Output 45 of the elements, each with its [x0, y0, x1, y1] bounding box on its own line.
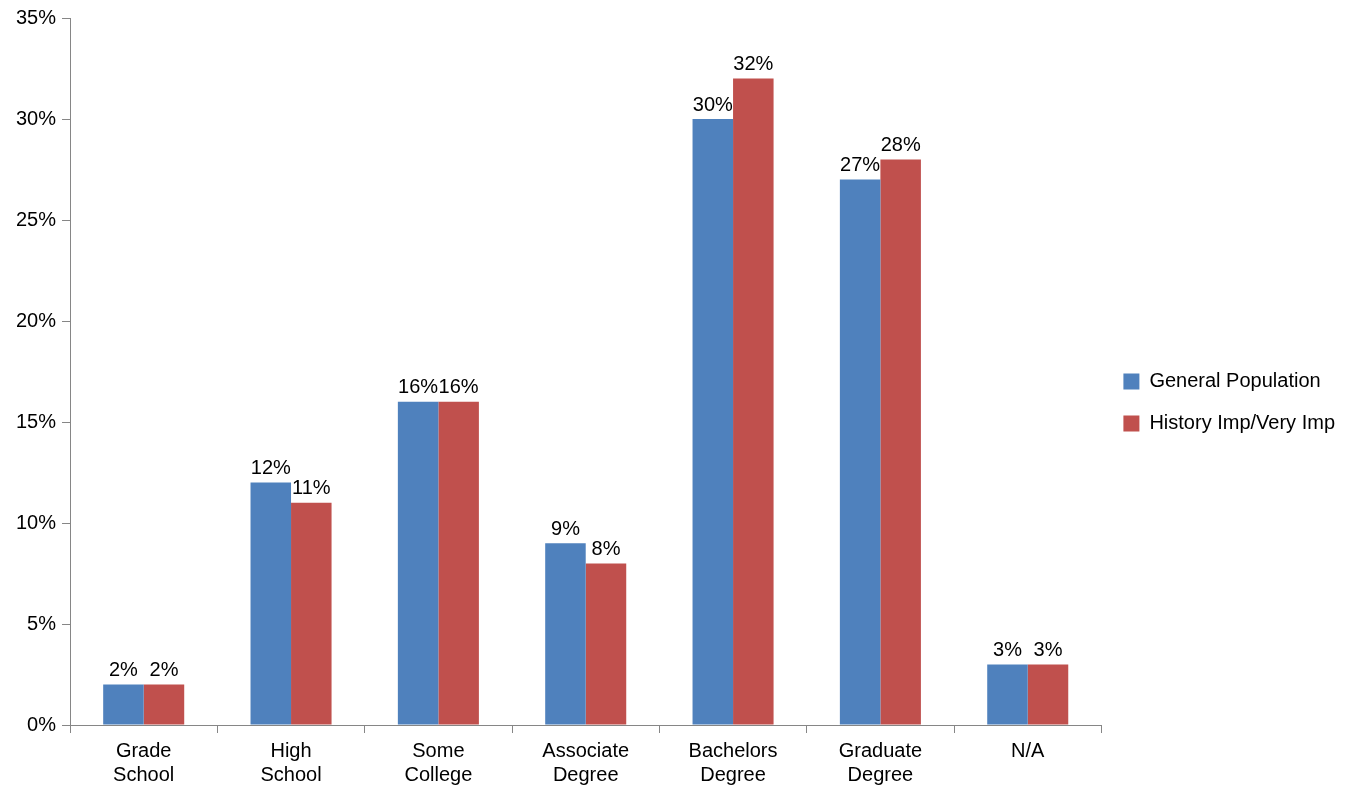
- bar: [880, 159, 921, 725]
- data-label: 12%: [250, 456, 292, 479]
- bar: [987, 664, 1028, 725]
- bar: [692, 119, 734, 725]
- data-label: 32%: [733, 52, 774, 75]
- x-tick-label: Some College: [404, 738, 473, 785]
- bar: [103, 684, 144, 725]
- y-tick-label: 15%: [16, 409, 57, 432]
- y-tick-label: 20%: [16, 308, 57, 331]
- x-tick-label: Graduate Degree: [838, 738, 923, 785]
- x-tick-label: N/A: [1011, 738, 1046, 761]
- y-tick-label: 30%: [16, 106, 57, 129]
- x-tick-label: Bachelors Degree: [688, 738, 778, 785]
- data-label: 2%: [149, 658, 179, 681]
- bar: [545, 543, 586, 725]
- legend-label: General Population: [1149, 369, 1321, 392]
- data-label: 9%: [551, 516, 581, 539]
- bar: [839, 179, 881, 725]
- data-label: 11%: [292, 476, 331, 499]
- data-label: 8%: [591, 536, 621, 559]
- bar: [1027, 664, 1069, 725]
- data-label: 3%: [993, 637, 1023, 660]
- y-tick-label: 35%: [16, 5, 57, 28]
- data-label: 28%: [880, 132, 921, 155]
- data-label: 27%: [840, 153, 881, 176]
- bar: [397, 401, 439, 725]
- x-tick-label: High School: [260, 738, 322, 785]
- bar: [250, 482, 292, 725]
- x-tick-label: Grade School: [113, 738, 175, 785]
- y-tick-label: 25%: [16, 207, 57, 230]
- legend-label: History Imp/Very Imp: [1149, 411, 1336, 434]
- data-label: 2%: [108, 658, 139, 681]
- bar: [733, 78, 774, 725]
- data-label: 3%: [1033, 637, 1063, 660]
- x-tick-label: Associate Degree: [542, 738, 630, 785]
- data-label: 30%: [692, 92, 734, 115]
- y-tick-label: 10%: [16, 510, 57, 533]
- y-tick-label: 0%: [27, 712, 57, 735]
- y-tick-label: 5%: [27, 611, 57, 634]
- bar: [438, 401, 479, 725]
- bar: [291, 502, 332, 725]
- bar: [585, 563, 627, 725]
- bar: [143, 684, 185, 725]
- data-label: 16%: [398, 375, 439, 398]
- data-label: 16%: [438, 375, 479, 398]
